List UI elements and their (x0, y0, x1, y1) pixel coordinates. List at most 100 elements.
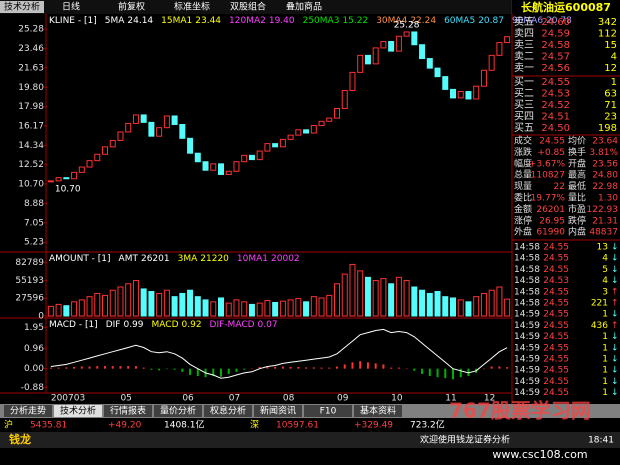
volume-bar (504, 298, 511, 317)
tick-dir: ↑ (611, 321, 619, 331)
stat-value: 110827 (531, 171, 565, 181)
book-price: 24.51 (541, 112, 570, 123)
book-label: 买五 (514, 122, 534, 134)
volume-bar (388, 283, 395, 317)
book-volume: 198 (598, 123, 617, 134)
x-tick-label: 09 (337, 394, 349, 404)
candle (109, 139, 116, 148)
menu-item[interactable]: 叠加商品 (286, 1, 322, 13)
macd-bar (227, 368, 230, 374)
tick-volume: 1 (602, 355, 608, 365)
volume-bar (78, 299, 85, 317)
tick-dir: ↓ (611, 388, 619, 398)
volume-bar (450, 297, 456, 317)
macd-bar (158, 368, 161, 371)
y-tick-label: 0.96 (24, 344, 44, 354)
book-volume: 1 (611, 77, 617, 88)
tab[interactable] (354, 405, 402, 417)
tick-dir: ↓ (611, 243, 619, 253)
candle (372, 47, 379, 65)
volume-bar (125, 283, 132, 317)
macd-bar (243, 368, 246, 370)
tab[interactable] (54, 405, 102, 417)
tick-volume: 1 (602, 332, 608, 342)
volume-bar (202, 299, 209, 317)
legend-value: 20.78 (546, 16, 572, 26)
volume-bar (426, 292, 433, 317)
stat-label: 内盘 (568, 226, 586, 238)
x-tick-label: 06 (182, 394, 194, 404)
volume-bar (349, 263, 356, 317)
tab[interactable] (304, 405, 352, 417)
menu-item[interactable]: 前复权 (118, 1, 145, 13)
book-volume: 4 (611, 52, 617, 63)
tab-label[interactable]: 技术分析 (60, 405, 96, 417)
stat-label: 金额 (514, 203, 532, 215)
macd-bar (104, 366, 106, 369)
tab-label[interactable]: 行情报表 (110, 405, 146, 417)
candle (140, 114, 147, 123)
candle (225, 170, 232, 175)
tick-price: 24.55 (543, 243, 569, 253)
macd-bar (65, 367, 68, 369)
book-volume: 23 (604, 112, 617, 123)
tick-volume: 13 (597, 243, 608, 253)
macd-bar (258, 366, 261, 369)
candle (357, 54, 364, 73)
volume-bar (395, 276, 402, 317)
menu-item[interactable]: 日线 (62, 1, 80, 13)
book-label: 买三 (514, 99, 534, 111)
stat-value: 22.98 (592, 182, 618, 192)
volume-bar (140, 288, 147, 317)
y-tick-label: 82789 (15, 258, 44, 268)
volume-bar (86, 296, 93, 317)
stat-label: 均价 (568, 135, 586, 147)
candle (279, 138, 286, 148)
tab-label[interactable]: F10 (320, 407, 337, 417)
tab-label[interactable]: 权息分析 (210, 405, 246, 417)
tab-label[interactable]: 基本资料 (360, 405, 396, 417)
dif-line (50, 328, 508, 379)
tab-label[interactable]: 量价分析 (160, 405, 196, 417)
clock: 18:41 (588, 436, 614, 446)
book-price: 24.59 (541, 29, 570, 40)
tick-dir: ↓ (611, 265, 619, 275)
volume-bar (287, 299, 294, 317)
tab-label[interactable]: 分析走势 (10, 405, 46, 417)
tick-price: 24.55 (543, 287, 569, 297)
y-tick-label: 21.63 (18, 63, 44, 73)
book-label: 卖四 (514, 28, 534, 40)
tab[interactable] (204, 405, 252, 417)
menu-item[interactable]: 双股组合 (230, 1, 266, 13)
volume-bar (380, 278, 387, 317)
volume-bar (310, 296, 317, 317)
book-volume: 15 (604, 40, 617, 51)
stat-value: 1.30 (598, 194, 618, 204)
legend-value: 22.24 (410, 16, 436, 26)
macd-bar (173, 368, 176, 370)
tab[interactable] (254, 405, 302, 417)
macd-bar (452, 368, 454, 380)
y-tick-label: -0.88 (21, 383, 45, 393)
candle (450, 88, 456, 99)
tick-time: 14:59 (514, 332, 540, 342)
candle (78, 166, 85, 173)
tick-time: 14:58 (514, 265, 540, 275)
tick-price: 24.55 (543, 265, 569, 275)
tab-label[interactable]: 新闻资讯 (260, 405, 296, 417)
toolbar (0, 0, 512, 14)
tab[interactable] (4, 405, 52, 417)
volume-bar (318, 297, 325, 317)
stat-label: 总量 (514, 169, 532, 181)
tab[interactable] (154, 405, 202, 417)
tick-price: 24.55 (543, 254, 569, 264)
macd-bar (413, 368, 416, 371)
candle (94, 153, 101, 162)
legend-name: MACD (152, 320, 179, 330)
y-tick-label: 1.95 (24, 323, 44, 333)
volume-bar (117, 286, 124, 317)
quote-title-bg (512, 0, 620, 14)
menu-item[interactable]: 标准坐标 (174, 1, 210, 13)
tab[interactable] (104, 405, 152, 417)
tick-time: 14:59 (514, 377, 540, 387)
